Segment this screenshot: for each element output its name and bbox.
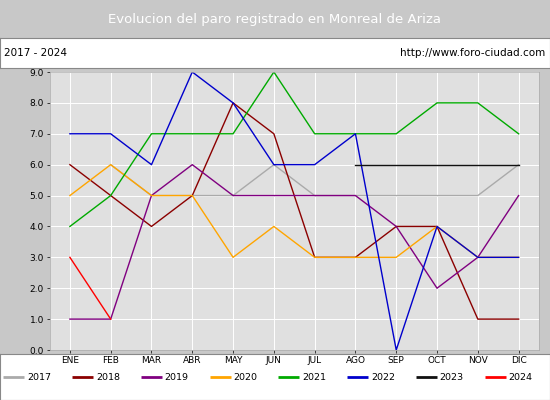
Text: 2020: 2020	[233, 372, 257, 382]
Text: 2019: 2019	[164, 372, 189, 382]
Text: 2018: 2018	[96, 372, 120, 382]
Text: 2023: 2023	[439, 372, 464, 382]
Text: 2017: 2017	[27, 372, 51, 382]
Text: http://www.foro-ciudad.com: http://www.foro-ciudad.com	[400, 48, 546, 58]
Text: 2022: 2022	[371, 372, 395, 382]
Text: 2024: 2024	[508, 372, 532, 382]
Text: 2017 - 2024: 2017 - 2024	[4, 48, 68, 58]
Text: 2021: 2021	[302, 372, 326, 382]
Text: Evolucion del paro registrado en Monreal de Ariza: Evolucion del paro registrado en Monreal…	[108, 12, 442, 26]
